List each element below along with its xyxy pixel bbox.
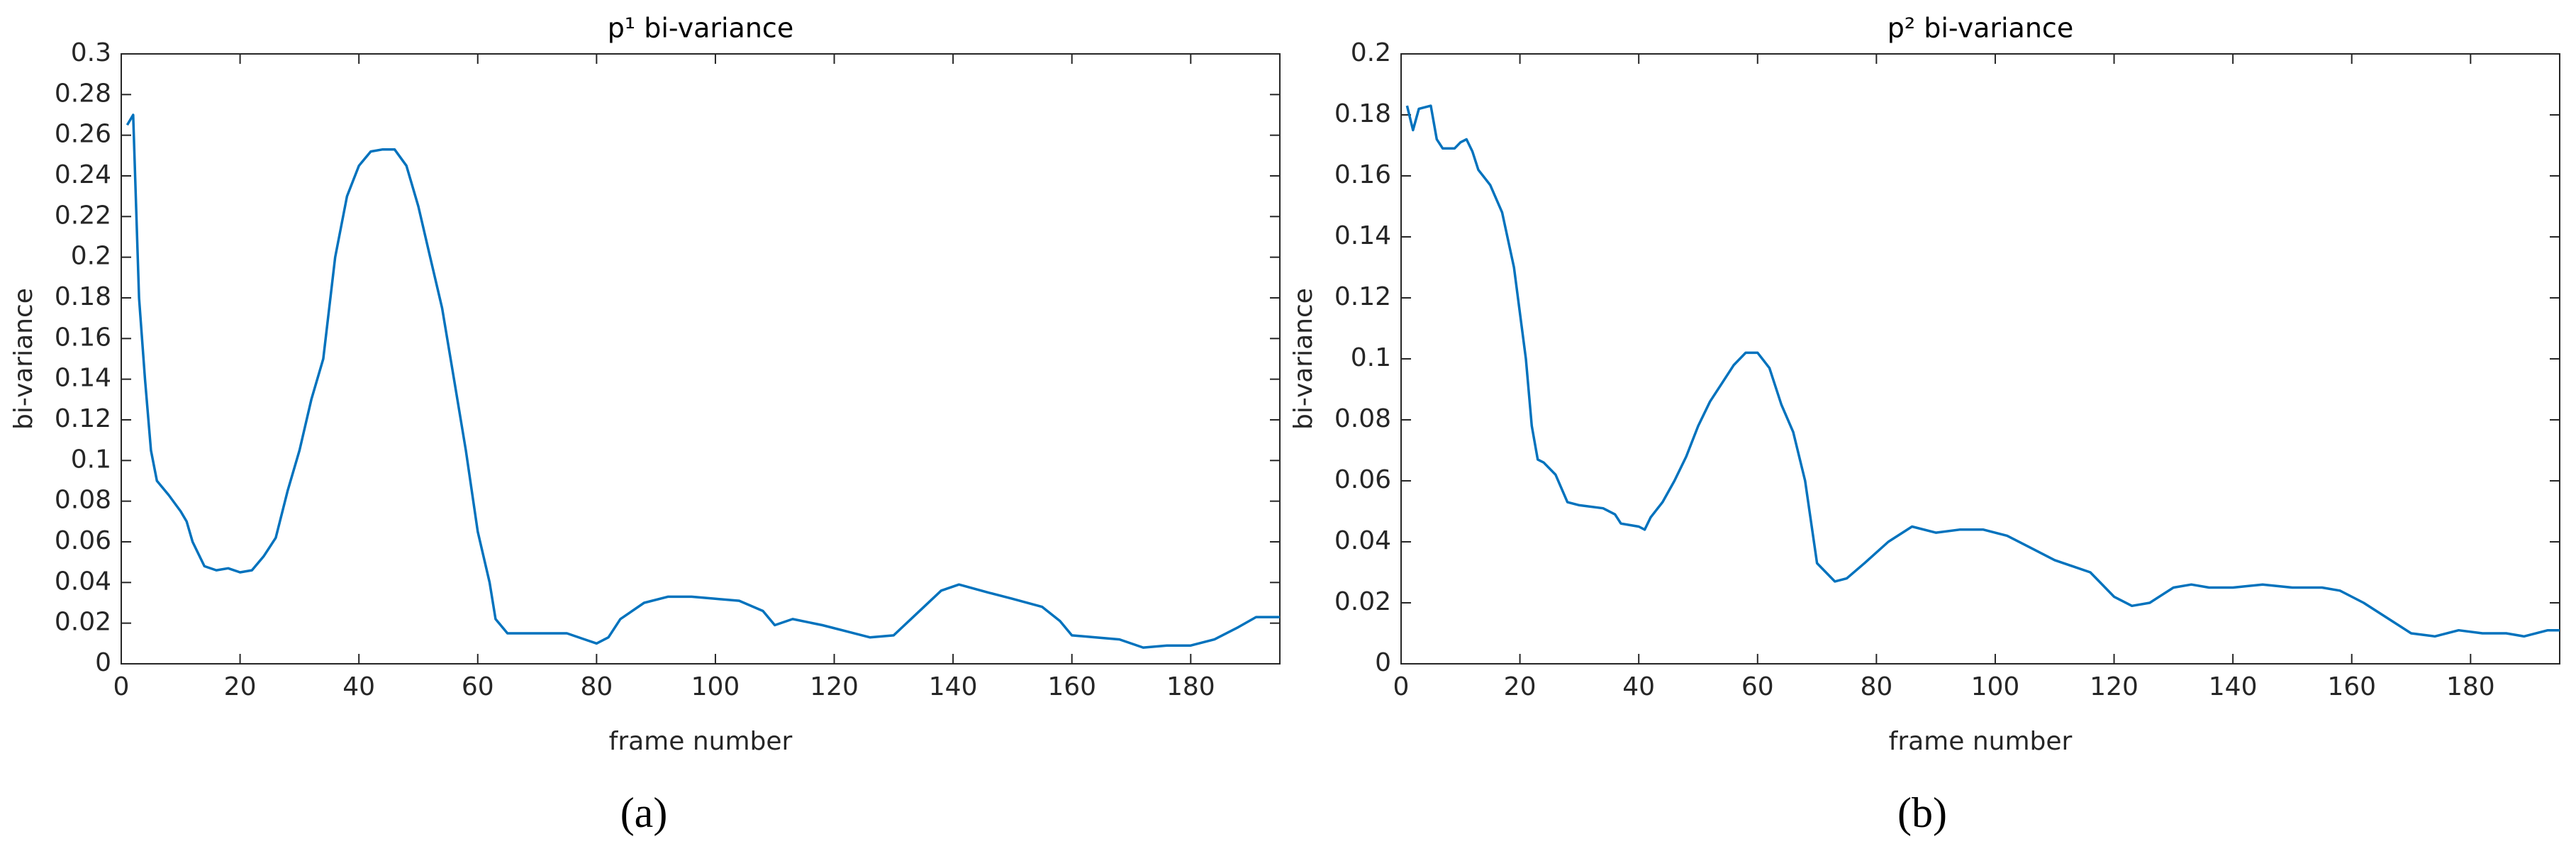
chart-title: p² bi-variance (1888, 13, 2073, 44)
x-tick-label: 160 (1047, 672, 1096, 701)
y-tick-label: 0.2 (1351, 38, 1391, 67)
x-tick-label: 160 (2327, 672, 2376, 701)
x-tick-label: 180 (2446, 672, 2495, 701)
x-tick-label: 120 (2090, 672, 2139, 701)
x-tick-label: 140 (929, 672, 978, 701)
y-tick-label: 0.24 (55, 160, 111, 189)
x-tick-label: 0 (1393, 672, 1410, 701)
y-tick-label: 0.16 (55, 323, 111, 352)
y-tick-label: 0.14 (1334, 221, 1391, 250)
x-tick-label: 120 (810, 672, 859, 701)
x-tick-label: 180 (1166, 672, 1215, 701)
y-tick-label: 0.06 (1334, 465, 1391, 494)
x-tick-label: 20 (224, 672, 257, 701)
y-tick-label: 0.18 (1334, 99, 1391, 128)
x-tick-label: 60 (1741, 672, 1774, 701)
x-tick-label: 100 (1971, 672, 2020, 701)
data-line (1405, 104, 2560, 638)
y-tick-label: 0.1 (1351, 343, 1391, 372)
y-tick-label: 0.08 (55, 486, 111, 515)
x-axis-label: frame number (609, 727, 793, 756)
y-tick-label: 0.06 (55, 526, 111, 555)
x-tick-label: 40 (342, 672, 375, 701)
y-tick-label: 0.1 (71, 445, 111, 474)
y-tick-label: 0.12 (1334, 282, 1391, 311)
caption: (b) (1897, 789, 1947, 836)
y-axis-label: bi-variance (1289, 288, 1318, 430)
y-tick-label: 0.28 (55, 79, 111, 108)
y-tick-label: 0.26 (55, 120, 111, 149)
y-tick-label: 0.08 (1334, 404, 1391, 433)
x-tick-label: 20 (1504, 672, 1537, 701)
x-tick-label: 100 (691, 672, 740, 701)
data-line (126, 113, 1280, 649)
y-tick-label: 0.12 (55, 404, 111, 433)
chart-title: p¹ bi-variance (608, 13, 793, 44)
y-tick-label: 0.14 (55, 364, 111, 393)
y-tick-label: 0.2 (71, 242, 111, 271)
y-tick-label: 0.04 (1334, 526, 1391, 555)
x-tick-label: 60 (462, 672, 494, 701)
y-tick-label: 0.18 (55, 282, 111, 311)
axes-box (1400, 53, 2560, 665)
x-tick-label: 80 (1860, 672, 1892, 701)
caption: (a) (620, 789, 668, 836)
x-tick-label: 140 (2209, 672, 2258, 701)
x-axis-label: frame number (1889, 727, 2073, 756)
y-tick-label: 0.04 (55, 567, 111, 596)
y-tick-label: 0 (1375, 648, 1391, 677)
x-tick-label: 80 (580, 672, 613, 701)
x-tick-label: 0 (113, 672, 130, 701)
y-tick-label: 0.16 (1334, 160, 1391, 189)
y-tick-label: 0 (95, 648, 111, 677)
y-axis-label: bi-variance (9, 288, 38, 430)
y-tick-label: 0.02 (55, 608, 111, 637)
y-tick-label: 0.22 (55, 201, 111, 230)
y-tick-label: 0.3 (71, 38, 111, 67)
axes-box (121, 53, 1281, 665)
x-tick-label: 40 (1622, 672, 1655, 701)
y-tick-label: 0.02 (1334, 587, 1391, 616)
